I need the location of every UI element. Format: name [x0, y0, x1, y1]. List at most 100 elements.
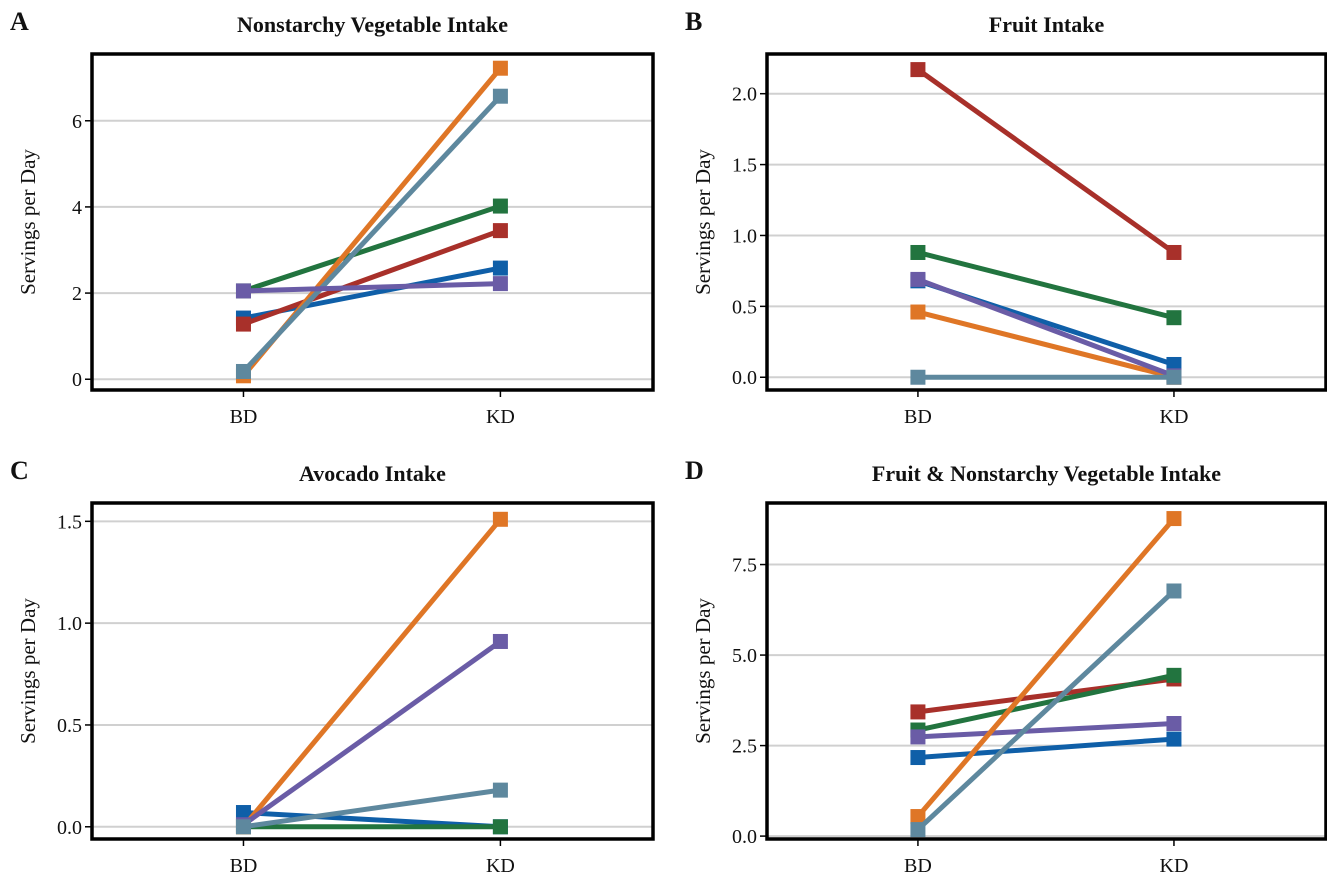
- y-tick-label: 7.5: [732, 555, 757, 577]
- data-point-bd: [235, 819, 251, 835]
- data-point-kd: [492, 223, 508, 239]
- y-tick-label: 2: [72, 283, 82, 305]
- x-tick-label: BD: [230, 855, 258, 877]
- series-line: [242, 228, 502, 327]
- data-point-kd: [1166, 716, 1182, 731]
- data-point-kd: [492, 511, 508, 527]
- panel-c: C Avocado Intake 0.0 0.5 1.0 1.5 BD KD Servings …: [10, 456, 655, 877]
- y-tick-label: 6: [72, 111, 82, 133]
- y-tick-label: 0.0: [732, 826, 757, 848]
- data-point-kd: [492, 819, 508, 835]
- data-point-kd: [1166, 310, 1182, 326]
- data-point-kd: [492, 260, 508, 276]
- panel-title: Avocado Intake: [299, 461, 446, 486]
- y-tick-label: 2.5: [732, 736, 757, 758]
- plot-frame: [765, 52, 1327, 392]
- series-line: [917, 309, 1175, 380]
- series-line: [916, 67, 1176, 255]
- y-tick-label: 0.5: [57, 715, 82, 737]
- series-line: [916, 516, 1176, 819]
- series-line: [242, 639, 502, 827]
- panel-d: D Fruit & Nonstarchy Vegetable Intake 0.0 2…: [685, 456, 1327, 877]
- plot-frame: [90, 52, 655, 392]
- data-point-bd: [235, 316, 251, 332]
- data-point-kd: [492, 782, 508, 798]
- y-axis-label: Servings per Day: [691, 149, 715, 295]
- x-tick-label: BD: [230, 406, 258, 428]
- data-point-kd: [1166, 583, 1182, 599]
- series-line: [917, 721, 1175, 740]
- series-purple: [235, 633, 508, 833]
- data-point-kd: [1166, 369, 1182, 385]
- series-line: [916, 589, 1176, 832]
- plot-frame: [90, 501, 655, 841]
- data-point-bd: [235, 283, 251, 299]
- series-orange: [235, 511, 508, 835]
- y-tick-label: 0.0: [732, 367, 757, 389]
- series-line: [242, 203, 502, 294]
- series-orange: [910, 304, 1182, 385]
- panel-letter: D: [685, 456, 704, 485]
- data-point-kd: [492, 88, 508, 104]
- data-point-bd: [910, 304, 926, 320]
- data-point-bd: [910, 729, 926, 745]
- x-tick-label: KD: [1160, 855, 1189, 877]
- data-point-bd: [910, 369, 926, 385]
- y-tick-label: 4: [72, 197, 82, 219]
- y-tick-label: 0.5: [732, 296, 757, 318]
- data-point-bd: [910, 271, 926, 287]
- panel-a: A Nonstarchy Vegetable Intake 0 2 4 6 BD KD Serv…: [10, 7, 655, 428]
- plot-frame: [765, 501, 1327, 841]
- y-tick-label: 1.5: [732, 155, 757, 177]
- series-teal: [910, 369, 1182, 385]
- panel-letter: A: [10, 7, 29, 36]
- data-point-kd: [1166, 511, 1182, 527]
- series-line: [917, 736, 1175, 761]
- panel-letter: B: [685, 7, 702, 36]
- data-point-kd: [492, 633, 508, 649]
- series-teal: [910, 583, 1182, 838]
- data-point-bd: [235, 805, 251, 821]
- data-point-kd: [492, 198, 508, 214]
- series-line: [917, 250, 1175, 321]
- series-red: [910, 62, 1182, 260]
- data-point-kd: [492, 276, 508, 292]
- x-tick-label: KD: [1160, 406, 1189, 428]
- panel-title: Fruit & Nonstarchy Vegetable Intake: [872, 461, 1221, 486]
- series-teal: [235, 88, 508, 379]
- series-line: [917, 672, 1175, 733]
- x-tick-label: KD: [486, 855, 515, 877]
- y-tick-label: 1.0: [57, 613, 82, 635]
- y-axis-label: Servings per Day: [16, 149, 40, 295]
- series-line: [243, 281, 501, 294]
- data-point-bd: [910, 62, 926, 78]
- panel-letter: C: [10, 456, 29, 485]
- data-point-kd: [1166, 731, 1182, 747]
- series-orange: [910, 511, 1182, 825]
- x-tick-label: BD: [904, 406, 932, 428]
- data-point-kd: [1166, 667, 1182, 683]
- series-teal: [235, 782, 508, 835]
- panel-b: B Fruit Intake 0.0 0.5 1.0 1.5 2.0 BD KD Servings…: [685, 7, 1327, 428]
- x-tick-label: KD: [486, 406, 515, 428]
- y-axis-label: Servings per Day: [691, 598, 715, 744]
- series-purple: [910, 716, 1182, 745]
- series-line: [241, 517, 503, 829]
- data-point-bd: [910, 809, 926, 825]
- y-tick-label: 5.0: [732, 645, 757, 667]
- data-point-bd: [910, 750, 926, 766]
- y-tick-label: 2.0: [732, 84, 757, 106]
- series-line: [243, 787, 501, 830]
- y-tick-label: 1.0: [732, 225, 757, 247]
- data-point-kd: [1166, 244, 1182, 260]
- y-tick-label: 0: [72, 369, 82, 391]
- data-point-bd: [910, 704, 926, 720]
- panel-title: Nonstarchy Vegetable Intake: [237, 12, 508, 37]
- series-red: [235, 223, 508, 332]
- panel-title: Fruit Intake: [989, 12, 1105, 37]
- series-purple: [235, 276, 508, 299]
- x-tick-label: BD: [904, 855, 932, 877]
- data-point-kd: [492, 60, 508, 76]
- data-point-bd: [910, 244, 926, 260]
